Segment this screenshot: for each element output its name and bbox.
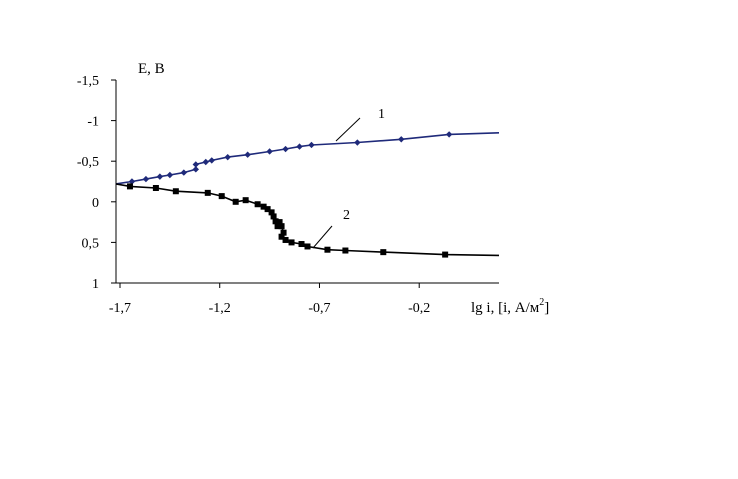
series-1-point — [156, 173, 164, 180]
series-2-point — [260, 203, 267, 210]
series-1-point — [354, 139, 361, 146]
x-tick-label: -1,7 — [109, 301, 131, 316]
series-1-point — [244, 151, 251, 158]
series-2-point — [288, 239, 295, 246]
x-axis-label: lg i, [i, А/м2] — [471, 297, 549, 316]
x-tick-label: -0,2 — [408, 301, 430, 316]
y-tick-label: 0,5 — [82, 236, 100, 251]
series-1-point — [266, 148, 273, 155]
axes-layer: -1,5 -1 -0,5 0 0,5 1 -1,7 -1,2 -0,7 -0,2 — [77, 74, 499, 316]
x-tick-label: -0,7 — [308, 301, 330, 316]
x-axis-label-close: ] — [544, 300, 549, 316]
series-1-point — [208, 157, 215, 164]
series-2-point — [274, 223, 281, 230]
y-tick-label: 1 — [92, 277, 99, 292]
series-2-point — [126, 183, 133, 190]
series-2-point — [270, 213, 277, 220]
labels-layer: E, B lg i, [i, А/м2] 12 — [138, 61, 549, 316]
y-tick-label: 0 — [92, 196, 99, 211]
y-axis-label: E, B — [138, 61, 165, 77]
series-2-point — [254, 201, 261, 208]
series-2-point — [304, 243, 311, 250]
series-1-point — [282, 145, 289, 153]
curve-2-leader — [312, 225, 333, 249]
series-2-point — [232, 198, 239, 205]
x-axis-label-superscript: 2 — [539, 297, 544, 308]
series-1-point — [128, 178, 136, 185]
series-2-point — [280, 229, 287, 236]
series-1-point — [180, 169, 188, 176]
series-2-point — [204, 189, 211, 196]
curve-1-label: 1 — [378, 107, 385, 122]
series-2-point — [218, 193, 225, 200]
series-1-point — [224, 153, 231, 161]
curve-2-label: 2 — [343, 208, 350, 223]
curve-1-leader — [335, 117, 361, 142]
series-2-point — [380, 249, 387, 256]
series-2-point — [272, 218, 279, 225]
series-2-point — [152, 184, 159, 191]
y-tick-label: -0,5 — [77, 155, 99, 170]
y-tick-label: -1 — [87, 115, 99, 130]
series-1-point — [296, 143, 303, 150]
series-1-point — [142, 175, 150, 183]
series-1-point — [445, 131, 453, 138]
series-1-point — [192, 161, 199, 168]
series-2-point — [268, 209, 275, 216]
series-2-point — [278, 223, 285, 230]
series-2-point — [342, 247, 349, 254]
series-layer — [115, 131, 500, 258]
x-axis-label-main: lg i, [i, А/м — [471, 300, 540, 316]
series-2-point — [324, 246, 331, 253]
series-2-point — [264, 206, 271, 213]
x-tick-label: -1,2 — [209, 301, 231, 316]
series-2-point — [276, 219, 283, 226]
series-2-point — [282, 236, 289, 243]
series-1-line — [115, 132, 500, 185]
series-2-point — [442, 251, 449, 258]
series-2-point — [242, 197, 249, 204]
series-2-point — [172, 188, 179, 195]
series-1-point — [398, 136, 405, 143]
series-2-point — [278, 233, 285, 240]
series-1-point — [192, 166, 199, 173]
series-2-point — [298, 241, 305, 248]
y-tick-label: -1,5 — [77, 74, 99, 89]
series-1-point — [202, 158, 209, 166]
series-1-point — [308, 141, 315, 149]
series-1-point — [166, 171, 174, 179]
